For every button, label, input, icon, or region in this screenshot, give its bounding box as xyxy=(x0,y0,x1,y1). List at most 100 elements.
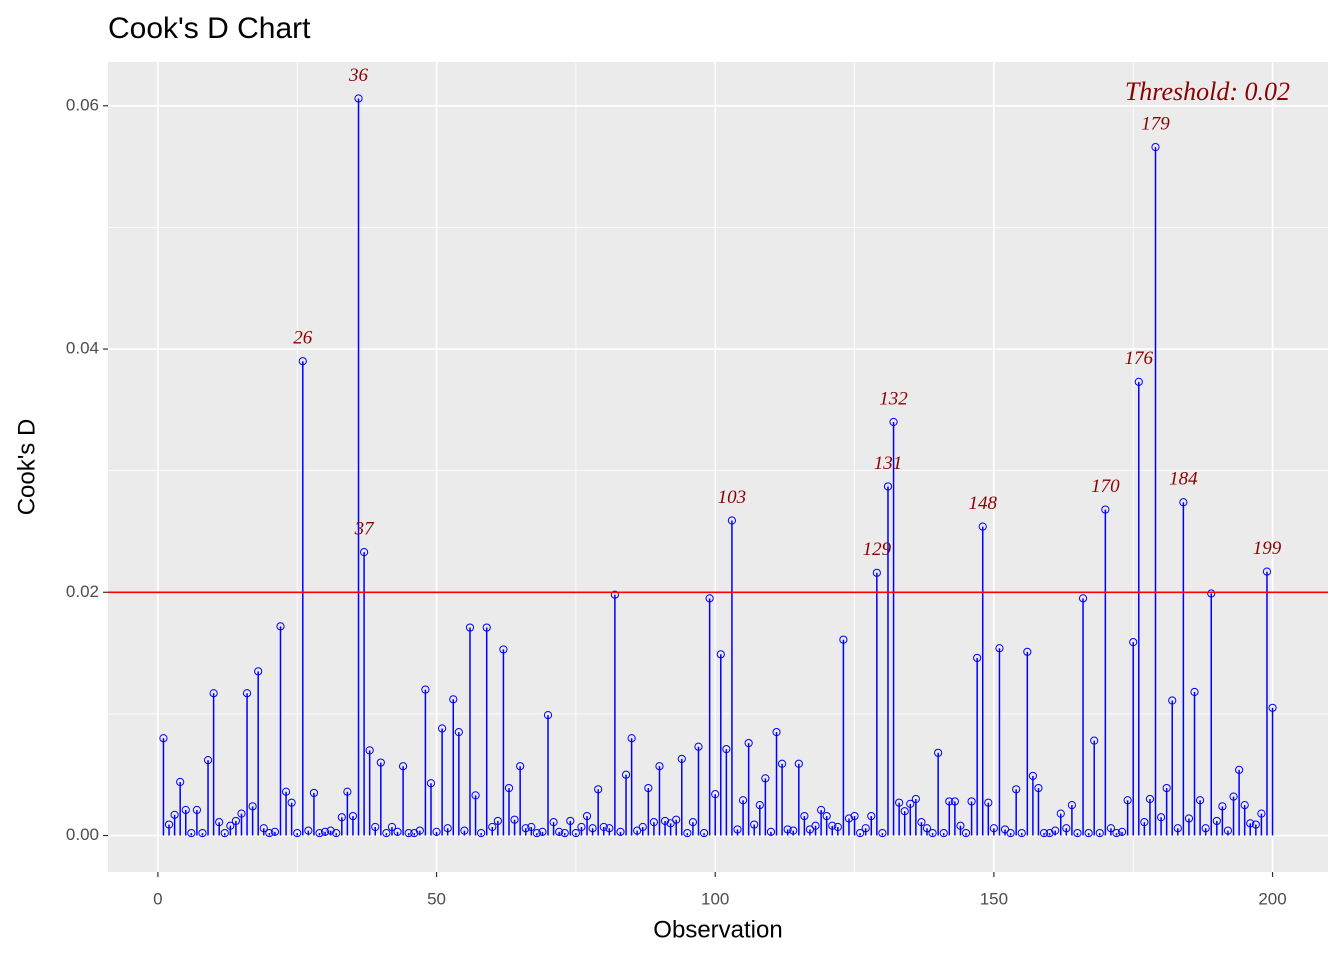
point xyxy=(1067,801,1077,810)
point xyxy=(404,828,413,838)
point xyxy=(766,827,776,836)
point-label: 132 xyxy=(879,388,908,409)
point xyxy=(493,816,502,826)
point xyxy=(1034,783,1043,793)
point xyxy=(928,828,937,838)
point xyxy=(917,818,926,827)
point xyxy=(538,827,547,836)
point xyxy=(945,797,954,806)
point xyxy=(488,822,497,832)
point xyxy=(215,818,224,827)
point xyxy=(956,821,965,830)
point xyxy=(1000,825,1010,834)
point xyxy=(1173,824,1182,833)
point xyxy=(426,779,436,788)
point xyxy=(1235,765,1244,774)
point xyxy=(1190,687,1199,697)
x-axis-title: Observation xyxy=(653,916,782,943)
point xyxy=(934,748,943,757)
point xyxy=(270,827,280,836)
point xyxy=(293,828,302,838)
point xyxy=(1073,828,1082,838)
point xyxy=(744,738,753,748)
point xyxy=(705,594,714,603)
point xyxy=(599,822,608,832)
point xyxy=(738,796,748,805)
point xyxy=(783,825,792,834)
point xyxy=(800,811,809,821)
point xyxy=(1117,827,1127,836)
point xyxy=(610,590,619,599)
point xyxy=(527,822,536,832)
point xyxy=(1201,824,1210,833)
point xyxy=(950,797,959,806)
point xyxy=(895,798,904,807)
point xyxy=(772,728,781,737)
point xyxy=(454,728,463,737)
point xyxy=(248,802,257,811)
x-tick-label: 0 xyxy=(153,889,162,908)
point xyxy=(1095,828,1104,838)
point xyxy=(1257,809,1266,818)
point xyxy=(1134,377,1143,386)
point xyxy=(1078,594,1088,603)
point xyxy=(1207,589,1216,598)
point xyxy=(309,788,319,798)
point xyxy=(460,826,469,835)
point xyxy=(699,828,709,838)
y-tick-label: 0.00 xyxy=(66,825,99,844)
point xyxy=(438,724,447,733)
point-label: 184 xyxy=(1169,469,1198,490)
point xyxy=(315,828,324,838)
point xyxy=(320,827,330,836)
point xyxy=(672,815,681,824)
point xyxy=(666,819,675,828)
x-tick-label: 200 xyxy=(1258,889,1286,908)
x-tick-label: 150 xyxy=(980,889,1008,908)
point xyxy=(304,826,313,835)
point xyxy=(516,762,525,771)
point xyxy=(532,828,541,838)
point xyxy=(861,824,870,833)
point xyxy=(198,828,207,838)
x-tick-label: 50 xyxy=(427,889,446,908)
point xyxy=(761,774,770,783)
point xyxy=(722,745,731,754)
point xyxy=(1056,809,1065,818)
point xyxy=(1112,828,1121,838)
point xyxy=(242,689,252,698)
point xyxy=(348,811,358,821)
point xyxy=(577,822,586,832)
point xyxy=(644,783,653,793)
point xyxy=(716,650,725,659)
point xyxy=(560,828,569,838)
point xyxy=(961,828,971,838)
point xyxy=(616,827,625,836)
point xyxy=(911,794,920,804)
point xyxy=(332,828,341,838)
point xyxy=(298,357,307,366)
point xyxy=(1123,796,1132,805)
point xyxy=(237,809,246,818)
point xyxy=(499,645,508,654)
panel xyxy=(108,62,1328,872)
point xyxy=(1039,828,1049,838)
point xyxy=(839,635,848,644)
point xyxy=(164,820,174,829)
point xyxy=(549,818,558,827)
point xyxy=(856,828,865,838)
point xyxy=(711,790,720,799)
point xyxy=(265,828,274,838)
point xyxy=(421,685,430,694)
point xyxy=(789,826,798,835)
point xyxy=(382,828,391,838)
point xyxy=(973,653,982,663)
point xyxy=(482,623,491,632)
point xyxy=(415,826,424,835)
y-tick-label: 0.06 xyxy=(66,95,99,114)
point xyxy=(504,783,514,793)
point xyxy=(187,828,196,838)
point xyxy=(1246,819,1255,828)
point xyxy=(594,785,603,794)
